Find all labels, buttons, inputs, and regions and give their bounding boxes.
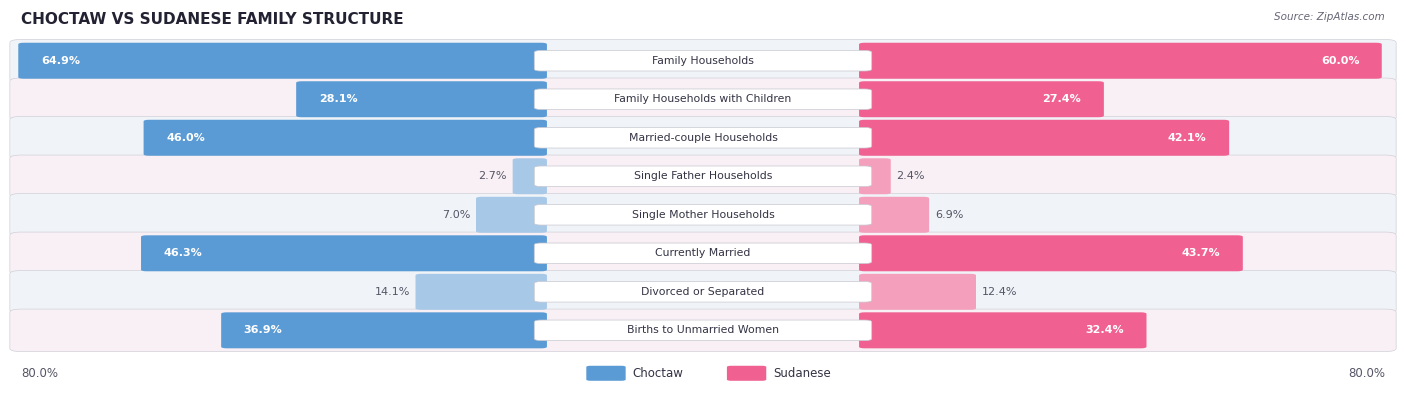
- Text: 64.9%: 64.9%: [41, 56, 80, 66]
- Text: Divorced or Separated: Divorced or Separated: [641, 287, 765, 297]
- FancyBboxPatch shape: [859, 274, 976, 310]
- FancyBboxPatch shape: [859, 197, 929, 233]
- FancyBboxPatch shape: [297, 81, 547, 117]
- Text: Single Mother Households: Single Mother Households: [631, 210, 775, 220]
- Text: 12.4%: 12.4%: [981, 287, 1017, 297]
- FancyBboxPatch shape: [727, 366, 766, 381]
- FancyBboxPatch shape: [534, 205, 872, 225]
- Text: 14.1%: 14.1%: [374, 287, 411, 297]
- Text: 2.4%: 2.4%: [897, 171, 925, 181]
- FancyBboxPatch shape: [10, 40, 1396, 82]
- Text: Currently Married: Currently Married: [655, 248, 751, 258]
- Text: 28.1%: 28.1%: [319, 94, 357, 104]
- Text: 32.4%: 32.4%: [1085, 325, 1123, 335]
- FancyBboxPatch shape: [859, 235, 1243, 271]
- Text: Married-couple Households: Married-couple Households: [628, 133, 778, 143]
- Text: 7.0%: 7.0%: [441, 210, 471, 220]
- FancyBboxPatch shape: [859, 120, 1229, 156]
- FancyBboxPatch shape: [859, 158, 891, 194]
- FancyBboxPatch shape: [477, 197, 547, 233]
- Text: Source: ZipAtlas.com: Source: ZipAtlas.com: [1274, 12, 1385, 22]
- FancyBboxPatch shape: [534, 89, 872, 109]
- FancyBboxPatch shape: [10, 155, 1396, 198]
- FancyBboxPatch shape: [416, 274, 547, 310]
- FancyBboxPatch shape: [10, 117, 1396, 159]
- FancyBboxPatch shape: [221, 312, 547, 348]
- Text: 6.9%: 6.9%: [935, 210, 963, 220]
- FancyBboxPatch shape: [10, 78, 1396, 120]
- Text: 46.0%: 46.0%: [166, 133, 205, 143]
- Text: CHOCTAW VS SUDANESE FAMILY STRUCTURE: CHOCTAW VS SUDANESE FAMILY STRUCTURE: [21, 12, 404, 27]
- Text: 80.0%: 80.0%: [1348, 367, 1385, 380]
- FancyBboxPatch shape: [859, 43, 1382, 79]
- FancyBboxPatch shape: [513, 158, 547, 194]
- FancyBboxPatch shape: [534, 282, 872, 302]
- FancyBboxPatch shape: [586, 366, 626, 381]
- Text: 2.7%: 2.7%: [478, 171, 508, 181]
- FancyBboxPatch shape: [534, 166, 872, 186]
- FancyBboxPatch shape: [18, 43, 547, 79]
- Text: 80.0%: 80.0%: [21, 367, 58, 380]
- FancyBboxPatch shape: [10, 271, 1396, 313]
- Text: Sudanese: Sudanese: [773, 367, 831, 380]
- Text: 42.1%: 42.1%: [1168, 133, 1206, 143]
- FancyBboxPatch shape: [534, 320, 872, 340]
- FancyBboxPatch shape: [859, 81, 1104, 117]
- Text: Family Households: Family Households: [652, 56, 754, 66]
- FancyBboxPatch shape: [859, 312, 1146, 348]
- FancyBboxPatch shape: [10, 309, 1396, 352]
- Text: 36.9%: 36.9%: [243, 325, 283, 335]
- Text: 43.7%: 43.7%: [1181, 248, 1220, 258]
- Text: 27.4%: 27.4%: [1043, 94, 1081, 104]
- FancyBboxPatch shape: [10, 194, 1396, 236]
- Text: 46.3%: 46.3%: [163, 248, 202, 258]
- Text: Births to Unmarried Women: Births to Unmarried Women: [627, 325, 779, 335]
- Text: 60.0%: 60.0%: [1320, 56, 1360, 66]
- FancyBboxPatch shape: [534, 128, 872, 148]
- FancyBboxPatch shape: [10, 232, 1396, 275]
- FancyBboxPatch shape: [141, 235, 547, 271]
- Text: Single Father Households: Single Father Households: [634, 171, 772, 181]
- FancyBboxPatch shape: [143, 120, 547, 156]
- FancyBboxPatch shape: [534, 51, 872, 71]
- Text: Choctaw: Choctaw: [633, 367, 683, 380]
- Text: Family Households with Children: Family Households with Children: [614, 94, 792, 104]
- FancyBboxPatch shape: [534, 243, 872, 263]
